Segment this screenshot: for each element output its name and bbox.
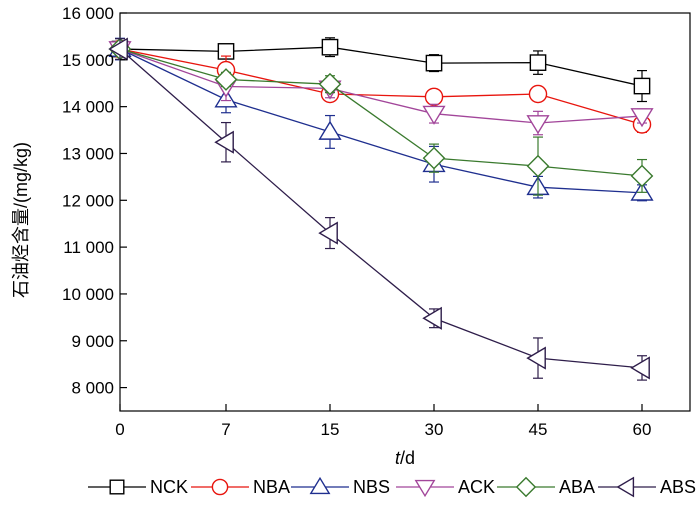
x-tick-label: 0 (115, 420, 124, 439)
data-point-aba (630, 164, 654, 188)
series-line-nck (119, 46, 643, 87)
legend-item-abs: ABS (598, 476, 696, 498)
data-point-aba (526, 154, 550, 178)
legend-label-abs: ABS (660, 477, 696, 497)
data-point-abs (108, 37, 128, 61)
x-tick-label: 7 (221, 420, 230, 439)
data-point-nba (424, 87, 444, 107)
y-tick-label: 12 000 (62, 191, 114, 210)
plot-area (119, 12, 691, 412)
x-axis-label-variable: t (395, 448, 401, 468)
series-aba (108, 37, 654, 196)
legend: NCK NBA NBS ACK ABA ABS (88, 476, 696, 498)
legend-label-nba: NBA (253, 477, 290, 497)
y-tick-label: 11 000 (63, 238, 114, 257)
legend-marker-nba (211, 478, 229, 496)
legend-item-nck: NCK (88, 477, 188, 497)
data-point-abs (214, 130, 234, 154)
data-point-nck (529, 54, 547, 71)
x-axis-label-unit: /d (400, 448, 415, 468)
legend-item-aba: ABA (497, 476, 595, 498)
x-tick-label: 60 (633, 420, 652, 439)
data-point-aba (214, 68, 238, 91)
legend-item-nbs: NBS (291, 476, 390, 497)
series-line-nbs (119, 48, 643, 194)
legend-marker-nbs (309, 476, 331, 495)
data-point-ack (526, 115, 550, 135)
y-tick-label: 8 000 (71, 379, 114, 398)
data-point-nck (321, 38, 339, 56)
x-tick-label: 30 (425, 420, 444, 439)
axes-group: 8 000 9 000 10 000 11 000 12 000 13 000 14 000… (62, 4, 651, 439)
legend-label-nck: NCK (150, 477, 188, 497)
x-tick-label: 45 (529, 420, 548, 439)
x-axis-label: t/d (395, 448, 415, 468)
legend-label-aba: ABA (559, 477, 595, 497)
legend-marker-aba (515, 476, 537, 498)
data-point-abs (422, 306, 442, 330)
series-line-ack (119, 48, 643, 124)
data-point-abs (318, 221, 338, 245)
legend-item-ack: ACK (396, 477, 495, 498)
series-line-nba (119, 48, 643, 126)
plot-frame (119, 12, 691, 412)
legend-marker-abs (616, 476, 635, 498)
data-point-aba (422, 146, 446, 170)
y-tick-label: 14 000 (62, 98, 114, 117)
series-line-aba (119, 48, 643, 177)
data-point-aba (318, 72, 342, 96)
y-axis-label: 石油烃含量/(mg/kg) (11, 142, 31, 298)
data-point-abs (630, 356, 650, 380)
data-point-nck (425, 54, 443, 72)
data-point-abs (526, 346, 546, 370)
y-tick-label: 16 000 (62, 4, 114, 23)
data-point-nck (633, 77, 651, 95)
x-tick-label: 15 (321, 420, 340, 439)
data-point-nba (528, 84, 548, 104)
y-tick-label: 15 000 (62, 51, 114, 70)
data-point-nbs (318, 120, 342, 140)
legend-item-nba: NBA (191, 477, 290, 497)
data-point-ack (630, 108, 654, 128)
y-tick-label: 9 000 (71, 332, 114, 351)
legend-marker-ack (414, 479, 436, 498)
y-tick-label: 10 000 (62, 285, 114, 304)
data-point-ack (422, 105, 446, 125)
series-abs (108, 37, 650, 381)
y-tick-label: 13 000 (62, 144, 114, 163)
series-line-abs (119, 48, 643, 369)
legend-label-ack: ACK (458, 477, 495, 497)
legend-label-nbs: NBS (353, 477, 390, 497)
legend-marker-nck (109, 479, 125, 495)
series-group (108, 37, 654, 381)
series-nck (111, 37, 651, 103)
